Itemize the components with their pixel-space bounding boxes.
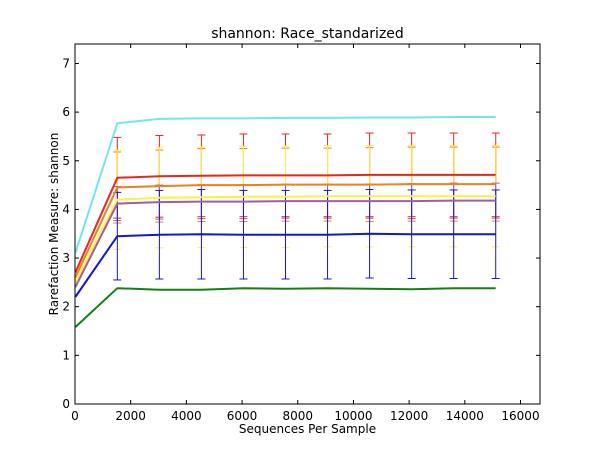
y-tick-label: 4: [62, 202, 70, 216]
series-line-0: [74, 116, 496, 254]
y-axis-ticks: 0 1 2 3 4 5 6 7: [62, 56, 540, 411]
y-axis-title: Rarefaction Measure: shannon: [47, 133, 61, 316]
x-tick-label: 16000: [501, 409, 539, 423]
y-tick-label: 2: [62, 300, 70, 314]
x-tick-label: 8000: [282, 409, 313, 423]
x-tick-label: 6000: [227, 409, 258, 423]
x-tick-label: 0: [71, 409, 79, 423]
y-tick-label: 6: [62, 105, 70, 119]
x-tick-label: 12000: [390, 409, 428, 423]
series-line-3: [74, 195, 496, 283]
series-line-5: [74, 232, 496, 298]
y-tick-label: 7: [62, 56, 70, 70]
y-tick-label: 1: [62, 348, 70, 362]
plot-frame: [74, 43, 541, 405]
y-tick-label: 0: [62, 397, 70, 411]
chart-title: shannon: Race_standarized: [211, 26, 404, 42]
x-axis-ticks: 0 2000 4000 6000 8000 10000 12000 14000 16000: [71, 44, 540, 423]
x-tick-label: 14000: [446, 409, 484, 423]
x-axis-title: Sequences Per Sample: [239, 422, 376, 436]
series-line-4: [74, 199, 496, 288]
series-line-6: [74, 287, 496, 328]
x-tick-label: 10000: [334, 409, 372, 423]
series-line-1: [74, 173, 496, 274]
x-tick-label: 2000: [115, 409, 146, 423]
y-tick-label: 5: [62, 154, 70, 168]
y-tick-label: 3: [62, 251, 70, 265]
series-line-2: [74, 183, 496, 278]
x-tick-label: 4000: [171, 409, 202, 423]
series-lines: [74, 116, 496, 328]
